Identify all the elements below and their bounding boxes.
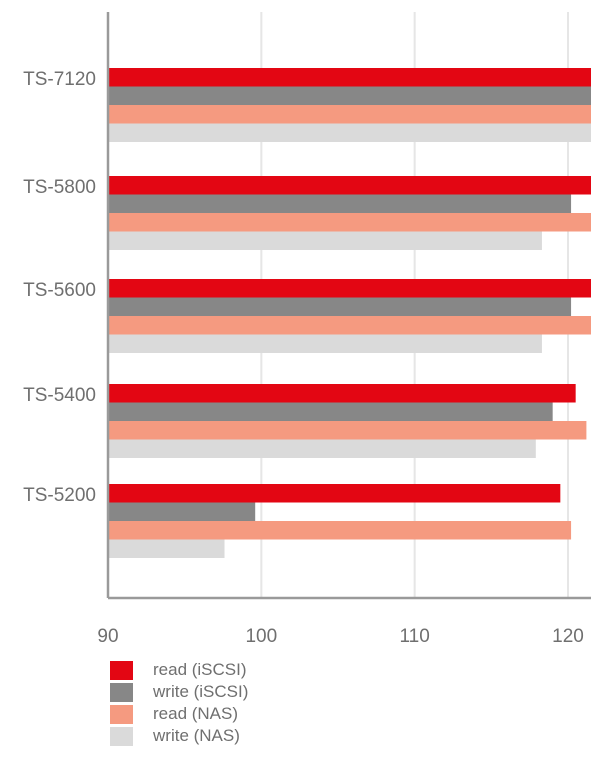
- bar-ts-5400-read-iscsi: [108, 384, 576, 403]
- bar-ts-5400-write-iscsi: [108, 402, 553, 421]
- bar-ts-5600-write-nas: [108, 334, 542, 353]
- bar-ts-7120-read-iscsi: [108, 68, 591, 87]
- legend-label-read-iscsi: read (iSCSI): [153, 660, 247, 679]
- axes: [106, 12, 591, 600]
- bar-ts-7120-write-iscsi: [108, 86, 591, 105]
- bar-ts-5400-read-nas: [108, 421, 587, 440]
- bar-ts-5800-read-iscsi: [108, 176, 591, 195]
- bar-ts-5200-read-nas: [108, 521, 572, 540]
- bar-ts-5200-read-iscsi: [108, 484, 561, 503]
- legend-label-write-iscsi: write (iSCSI): [153, 682, 249, 701]
- bar-ts-5600-read-iscsi: [108, 279, 591, 298]
- bar-ts-5800-write-nas: [108, 231, 542, 250]
- legend-item-read-nas: read (NAS): [110, 703, 248, 725]
- bar-ts-5600-read-nas: [108, 316, 591, 335]
- bar-ts-5600-write-iscsi: [108, 297, 572, 316]
- category-label-ts-5800: TS-5800: [23, 177, 96, 198]
- bar-ts-5800-read-nas: [108, 213, 591, 232]
- x-tick-120: 120: [552, 626, 584, 647]
- bar-chart: TS-7120 TS-5800 TS-5600 TS-5400 TS-5200 90 10…: [23, 12, 591, 647]
- bar-ts-7120-read-nas: [108, 105, 591, 124]
- x-tick-labels: 90 100 110 120: [97, 626, 583, 647]
- category-labels: TS-7120 TS-5800 TS-5600 TS-5400 TS-5200: [23, 69, 96, 506]
- legend-label-write-nas: write (NAS): [153, 726, 240, 745]
- legend-item-write-iscsi: write (iSCSI): [110, 681, 248, 703]
- x-tick-90: 90: [97, 626, 118, 647]
- legend-item-write-nas: write (NAS): [110, 725, 248, 747]
- x-tick-110: 110: [400, 626, 430, 647]
- legend: read (iSCSI) write (iSCSI) read (NAS) write…: [110, 659, 248, 747]
- legend-swatch-write-iscsi: [110, 682, 133, 702]
- bar-ts-5800-write-iscsi: [108, 194, 572, 213]
- legend-swatch-read-iscsi: [110, 660, 133, 680]
- bar-ts-5400-write-nas: [108, 439, 536, 458]
- category-label-ts-5200: TS-5200: [23, 485, 96, 506]
- x-tick-100: 100: [245, 626, 277, 647]
- bars: [108, 68, 591, 558]
- legend-item-read-iscsi: read (iSCSI): [110, 659, 248, 681]
- bar-ts-5200-write-iscsi: [108, 502, 256, 521]
- category-label-ts-5400: TS-5400: [23, 385, 96, 406]
- bar-ts-5200-write-nas: [108, 539, 225, 558]
- bar-ts-7120-write-nas: [108, 123, 591, 142]
- legend-swatch-write-nas: [110, 726, 133, 746]
- category-label-ts-7120: TS-7120: [23, 69, 96, 90]
- legend-label-read-nas: read (NAS): [153, 704, 239, 723]
- legend-swatch-read-nas: [110, 704, 133, 724]
- category-label-ts-5600: TS-5600: [23, 280, 96, 301]
